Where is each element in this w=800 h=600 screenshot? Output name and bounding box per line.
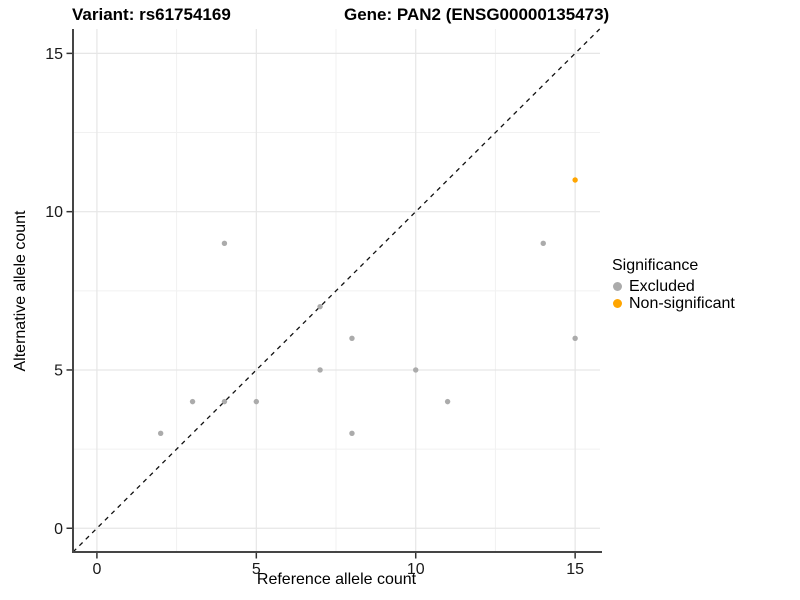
x-tick-label: 5 <box>252 561 261 578</box>
legend-item-non-significant: Non-significant <box>612 295 797 312</box>
data-point-excluded <box>157 430 164 436</box>
plot-title-variant: Variant: rs61754169 <box>72 5 231 24</box>
plot-title-gene: Gene: PAN2 (ENSG00000135473) <box>344 5 610 24</box>
data-point-excluded <box>349 335 355 342</box>
data-point-excluded <box>221 398 228 405</box>
legend-dot-excluded-icon <box>613 282 622 291</box>
data-point-excluded <box>413 367 419 373</box>
y-tick-label: 0 <box>54 521 63 538</box>
x-tick-label: 10 <box>407 561 425 578</box>
x-tick-label: 15 <box>566 561 584 578</box>
legend-label-excluded: Excluded <box>629 278 695 295</box>
y-axis-label: Alternative allele count <box>12 210 29 372</box>
data-point-excluded <box>444 398 451 405</box>
data-point-excluded <box>189 398 196 405</box>
data-point-excluded <box>221 240 228 247</box>
legend: Significance Excluded Non-significant <box>612 257 797 312</box>
y-tick-label: 15 <box>45 46 63 63</box>
y-tick-label: 5 <box>54 362 63 379</box>
data-point-excluded <box>572 335 578 342</box>
x-axis-label: Reference allele count <box>256 571 417 588</box>
y-tick-label: 10 <box>45 204 63 221</box>
data-point-excluded <box>317 367 323 373</box>
legend-label-non-significant: Non-significant <box>629 295 735 312</box>
legend-title: Significance <box>612 257 699 274</box>
data-point-excluded <box>540 240 546 247</box>
data-point-excluded <box>317 303 323 310</box>
data-point-excluded <box>349 430 355 436</box>
identity-line <box>72 28 601 553</box>
x-tick-label: 0 <box>92 561 101 578</box>
legend-item-excluded: Excluded <box>612 278 797 295</box>
legend-dot-non-significant-icon <box>613 299 622 308</box>
data-point-excluded <box>253 398 260 405</box>
data-point-non-significant <box>572 177 578 183</box>
